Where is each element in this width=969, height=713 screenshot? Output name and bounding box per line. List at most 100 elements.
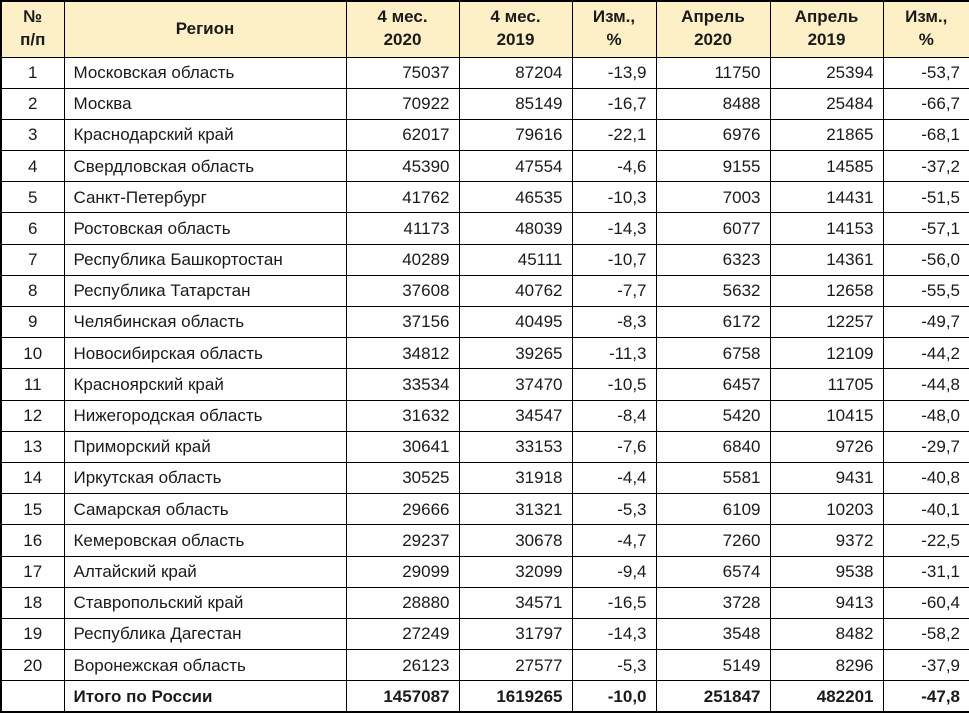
value-cell-m2020: 33534 [345, 368, 460, 401]
value-cell-chg2: -55,5 [882, 274, 969, 308]
value-cell-m2019: 39265 [458, 337, 573, 370]
region-cell: Приморский край [63, 430, 347, 463]
value-cell-m2019: 32099 [458, 555, 573, 588]
table-header: № п/п Регион 4 мес. 2020 4 мес. 2019 Изм., %… [0, 0, 969, 58]
value-cell-apr2020: 5581 [655, 461, 771, 495]
value-cell-chg2: -56,0 [882, 243, 969, 276]
value-cell-apr2020: 5149 [655, 649, 771, 682]
value-cell-m2019: 85149 [458, 87, 573, 120]
region-cell: Алтайский край [63, 555, 347, 588]
value-cell-chg1: -7,6 [571, 430, 657, 463]
row-number-cell: 4 [0, 150, 65, 183]
value-cell-apr2019: 12658 [769, 274, 884, 308]
column-header-chg1: Изм., % [571, 0, 657, 58]
value-cell-chg2: -37,9 [882, 649, 969, 682]
value-cell-apr2019: 25394 [769, 56, 884, 89]
value-cell-apr2019: 9413 [769, 586, 884, 619]
total-value-cell-chg1: -10,0 [571, 680, 657, 713]
value-cell-chg2: -66,7 [882, 87, 969, 120]
value-cell-apr2020: 6840 [655, 430, 771, 463]
value-cell-chg2: -58,2 [882, 617, 969, 651]
value-cell-chg1: -8,4 [571, 399, 657, 432]
total-value-cell-m2019: 1619265 [458, 680, 573, 713]
value-cell-apr2020: 6323 [655, 243, 771, 276]
value-cell-chg1: -16,5 [571, 586, 657, 619]
row-number-cell: 12 [0, 399, 65, 432]
value-cell-m2019: 48039 [458, 212, 573, 245]
value-cell-apr2019: 14585 [769, 150, 884, 183]
table-row: 15 Самарская область 29666 31321 -5,3 6109 102… [0, 493, 969, 526]
value-cell-chg1: -4,7 [571, 524, 657, 557]
value-cell-chg1: -14,3 [571, 212, 657, 245]
value-cell-chg2: -60,4 [882, 586, 969, 619]
table-row: 12 Нижегородская область 31632 34547 -8,4 542… [0, 399, 969, 432]
value-cell-apr2019: 25484 [769, 87, 884, 120]
table-row: 7 Республика Башкортостан 40289 45111 -10,7 6… [0, 243, 969, 276]
table-row: 4 Свердловская область 45390 47554 -4,6 9155 1… [0, 150, 969, 183]
value-cell-m2019: 45111 [458, 243, 573, 276]
row-number-cell: 1 [0, 56, 65, 89]
row-number-cell: 2 [0, 87, 65, 120]
value-cell-m2020: 27249 [345, 617, 460, 651]
value-cell-apr2019: 8296 [769, 649, 884, 682]
value-cell-chg2: -49,7 [882, 305, 969, 339]
table-row: 5 Санкт-Петербург 41762 46535 -10,3 7003 14431… [0, 181, 969, 214]
value-cell-apr2019: 11705 [769, 368, 884, 401]
column-header-num: № п/п [0, 0, 65, 58]
region-cell: Кемеровская область [63, 524, 347, 557]
row-number-cell: 16 [0, 524, 65, 557]
value-cell-chg2: -51,5 [882, 181, 969, 214]
value-cell-apr2019: 14153 [769, 212, 884, 245]
total-number-cell [0, 680, 65, 713]
value-cell-chg2: -29,7 [882, 430, 969, 463]
value-cell-m2020: 62017 [345, 118, 460, 152]
table-row: 1 Московская область 75037 87204 -13,9 11750 2… [0, 56, 969, 89]
value-cell-m2019: 46535 [458, 181, 573, 214]
value-cell-m2020: 70922 [345, 87, 460, 120]
region-cell: Свердловская область [63, 150, 347, 183]
value-cell-chg2: -40,1 [882, 493, 969, 526]
row-number-cell: 9 [0, 305, 65, 339]
value-cell-m2019: 47554 [458, 150, 573, 183]
region-cell: Санкт-Петербург [63, 181, 347, 214]
value-cell-m2019: 30678 [458, 524, 573, 557]
table-row: 14 Иркутская область 30525 31918 -4,4 5581 943… [0, 461, 969, 495]
value-cell-apr2020: 8488 [655, 87, 771, 120]
value-cell-m2019: 79616 [458, 118, 573, 152]
column-header-m2019: 4 мес. 2019 [458, 0, 573, 58]
total-value-cell-m2020: 1457087 [345, 680, 460, 713]
region-cell: Самарская область [63, 493, 347, 526]
table-row: 19 Республика Дагестан 27249 31797 -14,3 3548… [0, 617, 969, 651]
row-number-cell: 11 [0, 368, 65, 401]
value-cell-apr2020: 6758 [655, 337, 771, 370]
value-cell-apr2020: 6574 [655, 555, 771, 588]
region-cell: Ростовская область [63, 212, 347, 245]
value-cell-m2020: 34812 [345, 337, 460, 370]
value-cell-chg1: -10,7 [571, 243, 657, 276]
region-cell: Красноярский край [63, 368, 347, 401]
value-cell-m2019: 33153 [458, 430, 573, 463]
row-number-cell: 10 [0, 337, 65, 370]
region-cell: Иркутская область [63, 461, 347, 495]
value-cell-chg2: -40,8 [882, 461, 969, 495]
value-cell-m2019: 34547 [458, 399, 573, 432]
value-cell-m2020: 45390 [345, 150, 460, 183]
region-cell: Республика Татарстан [63, 274, 347, 308]
row-number-cell: 17 [0, 555, 65, 588]
table-row: 3 Краснодарский край 62017 79616 -22,1 6976 21… [0, 118, 969, 152]
value-cell-apr2019: 9372 [769, 524, 884, 557]
region-cell: Москва [63, 87, 347, 120]
total-value-cell-apr2020: 251847 [655, 680, 771, 713]
value-cell-apr2020: 6172 [655, 305, 771, 339]
value-cell-apr2020: 3548 [655, 617, 771, 651]
table-row: 17 Алтайский край 29099 32099 -9,4 6574 9538 -3… [0, 555, 969, 588]
value-cell-chg1: -11,3 [571, 337, 657, 370]
value-cell-apr2019: 9431 [769, 461, 884, 495]
value-cell-apr2020: 6077 [655, 212, 771, 245]
value-cell-apr2020: 5420 [655, 399, 771, 432]
value-cell-chg1: -9,4 [571, 555, 657, 588]
row-number-cell: 20 [0, 649, 65, 682]
value-cell-m2020: 41173 [345, 212, 460, 245]
value-cell-apr2019: 14361 [769, 243, 884, 276]
value-cell-m2019: 37470 [458, 368, 573, 401]
